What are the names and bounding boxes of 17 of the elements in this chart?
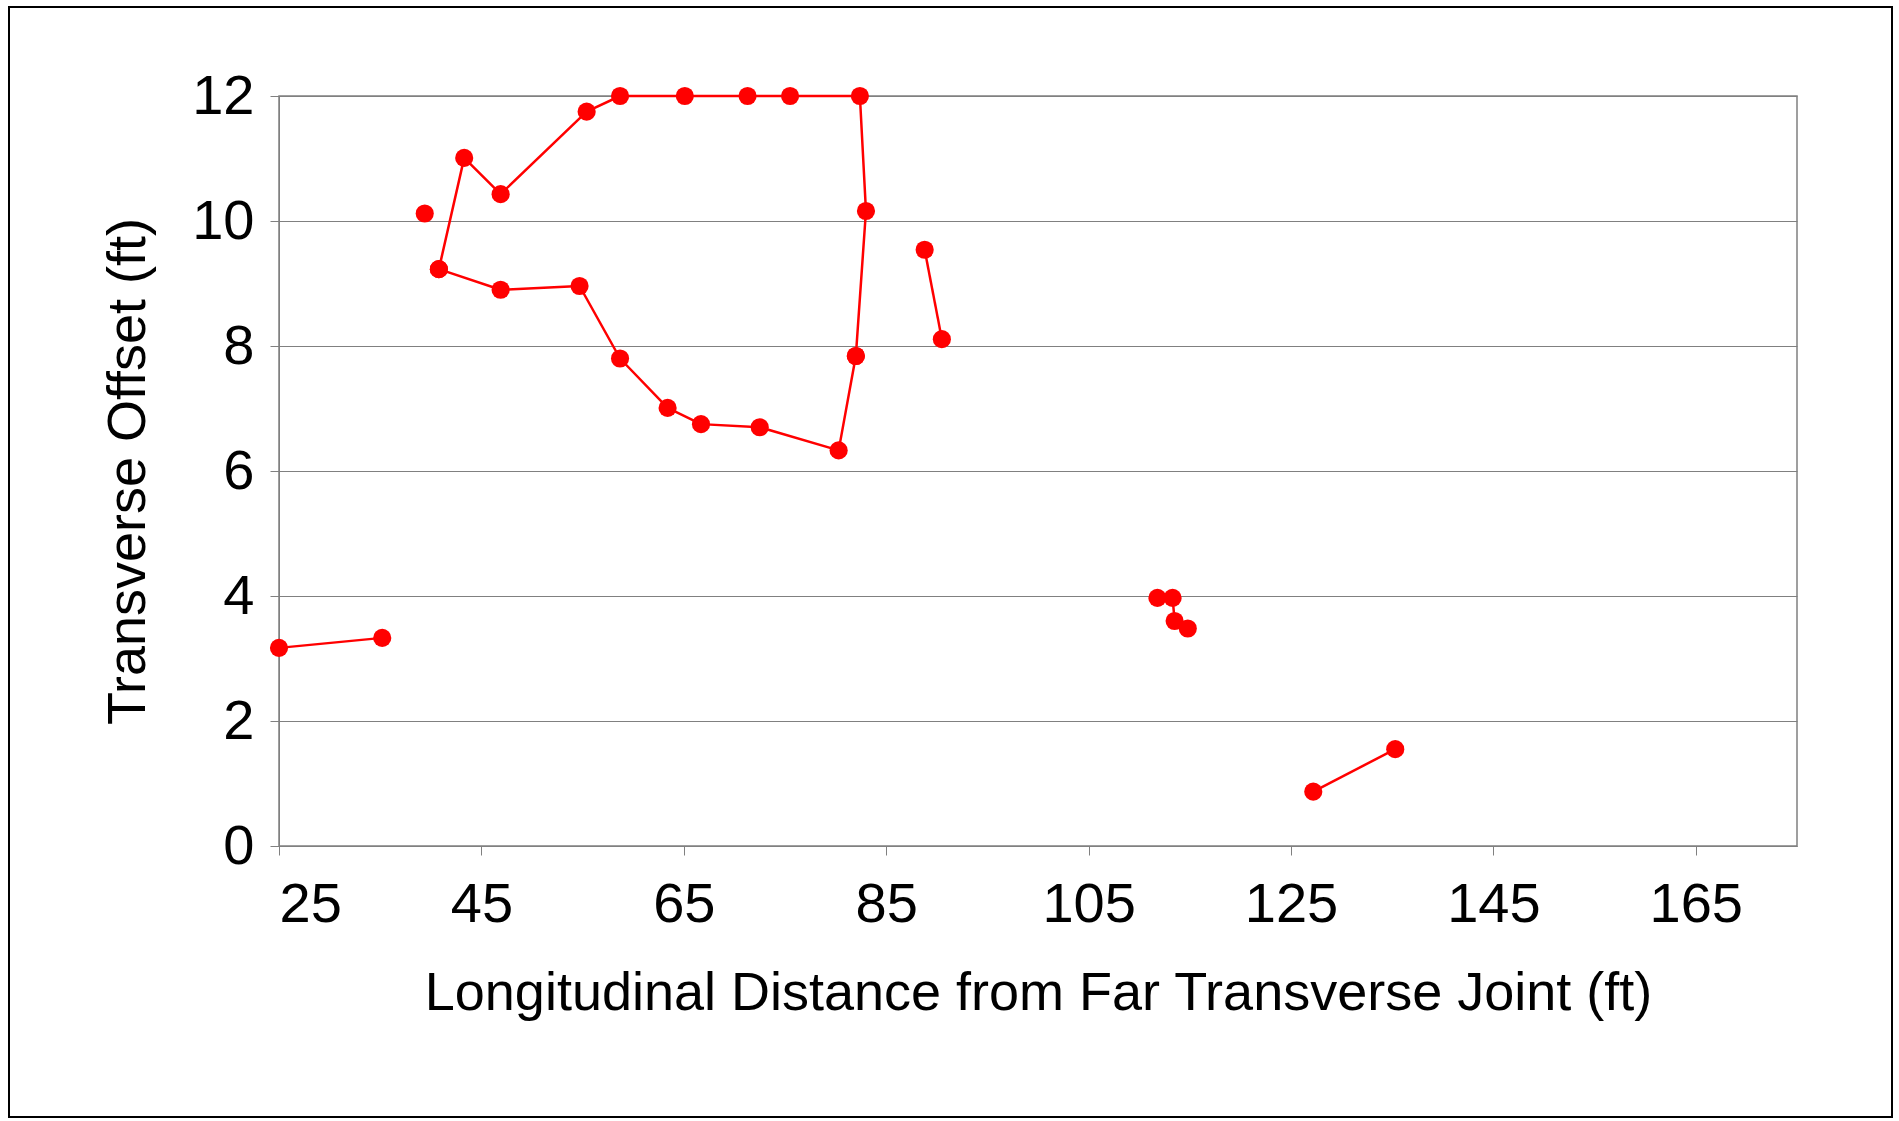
x-tick-label: 65: [653, 870, 716, 934]
x-tick-label: 165: [1649, 870, 1744, 934]
x-tick-label: 145: [1447, 870, 1541, 934]
y-tick-label: 10: [192, 187, 255, 251]
x-tick-label: 25: [279, 870, 342, 934]
x-tick-label: 85: [855, 870, 918, 934]
y-tick-label: 8: [223, 312, 255, 376]
y-tick-label: 2: [223, 687, 255, 751]
x-axis-title: Longitudinal Distance from Far Transverse Joint (ft): [424, 960, 1653, 1021]
y-tick-label: 12: [192, 62, 255, 126]
y-tick-label: 4: [223, 562, 255, 626]
x-tick-label: 105: [1042, 870, 1136, 934]
x-tick-label: 45: [450, 870, 514, 934]
x-tick-label: 125: [1244, 870, 1339, 934]
y-tick-label: 0: [223, 812, 255, 876]
y-tick-label: 6: [223, 437, 255, 501]
y-axis-title: Transverse Offset (ft): [96, 217, 157, 726]
